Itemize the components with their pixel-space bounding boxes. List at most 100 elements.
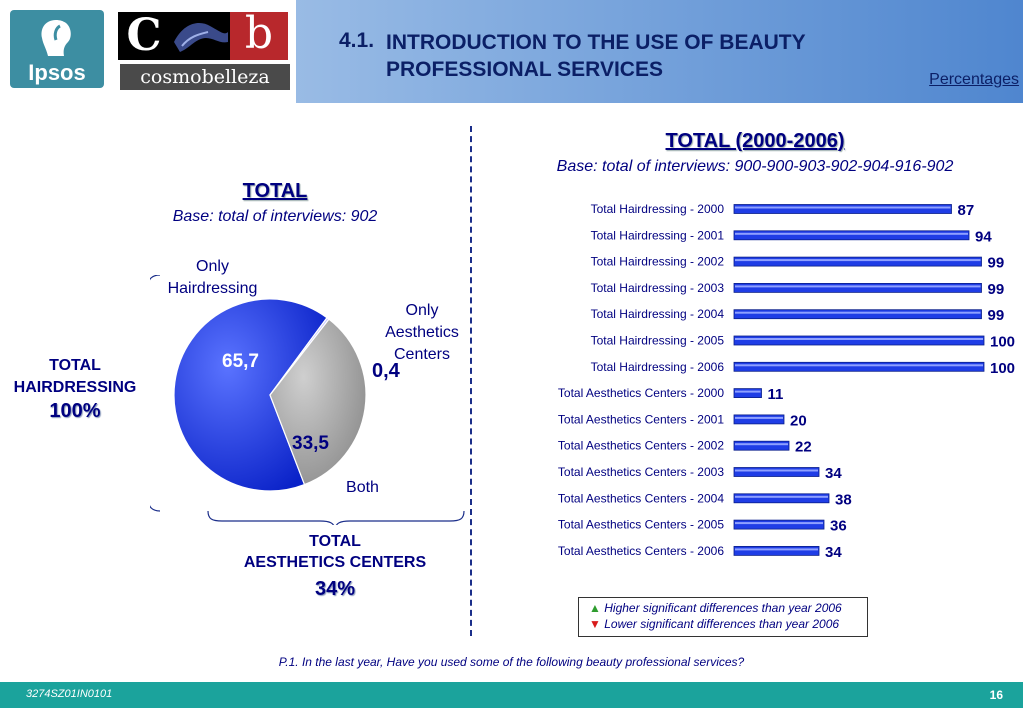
bar-highlight — [735, 285, 981, 288]
bar-highlight — [735, 364, 983, 367]
total-hairdressing-value: 100% — [49, 400, 101, 422]
slice-label-both: Both — [346, 479, 379, 496]
bar-chart: Total Hairdressing - 2000 87 Total Hairdre… — [558, 202, 1015, 561]
pie-chart-title: TOTAL — [242, 180, 308, 202]
bar-chart-subtitle: Base: total of interviews: 900-900-903-9… — [556, 158, 954, 175]
bar-highlight — [735, 469, 818, 472]
bar — [733, 519, 825, 530]
ipsos-logo-text: Ipsos — [28, 60, 86, 85]
cosmobelleza-b-tile: b — [230, 12, 288, 60]
bar-value-label: 99 — [988, 255, 1005, 272]
slice-value-both: 33,5 — [292, 433, 329, 454]
bar — [733, 493, 830, 504]
bar — [733, 309, 982, 320]
bar-category-label: Total Hairdressing - 2000 — [591, 202, 725, 216]
logo-area: Ipsos C b cosmobelleza — [0, 0, 296, 103]
bar-value-label: 99 — [988, 307, 1005, 324]
bar-category-label: Total Aesthetics Centers - 2005 — [558, 518, 724, 532]
bar-category-label: Total Aesthetics Centers - 2001 — [558, 412, 724, 426]
legend-lower-text: Lower significant differences than year … — [604, 617, 840, 631]
bar-value-label: 99 — [988, 281, 1005, 298]
bar — [733, 230, 970, 241]
bar-category-label: Total Aesthetics Centers - 2000 — [558, 386, 724, 400]
bar-chart-title: TOTAL (2000-2006) — [665, 130, 845, 152]
question-note: P.1. In the last year, Have you used som… — [0, 655, 1023, 669]
bar — [733, 388, 762, 399]
legend-higher-text: Higher significant differences than year… — [604, 601, 842, 615]
section-divider — [470, 126, 472, 636]
bar-value-label: 100 — [990, 334, 1015, 351]
bar-value-label: 11 — [768, 386, 784, 403]
head-silhouette-icon — [41, 20, 71, 56]
bar-highlight — [735, 390, 761, 393]
cosmobelleza-c-tile: C — [118, 12, 170, 60]
ipsos-logo: Ipsos — [10, 10, 104, 88]
bar-category-label: Total Aesthetics Centers - 2006 — [558, 544, 724, 558]
pie-chart-subtitle: Base: total of interviews: 902 — [172, 208, 378, 225]
bar-category-label: Total Aesthetics Centers - 2004 — [558, 491, 724, 505]
page-title: INTRODUCTION TO THE USE OF BEAUTY PROFES… — [386, 31, 806, 81]
total-aesthetics-value: 34% — [314, 578, 356, 600]
slice-value-only-aesthetics: 0,4 — [372, 360, 400, 382]
bar-highlight — [735, 416, 783, 419]
total-hairdressing-label: TOTAL HAIRDRESSING — [13, 357, 137, 396]
bar-category-label: Total Hairdressing - 2001 — [591, 228, 725, 242]
bar-category-label: Total Aesthetics Centers - 2003 — [558, 465, 724, 479]
bar-value-label: 20 — [790, 412, 807, 429]
bar-value-label: 22 — [795, 439, 812, 456]
bar-value-label: 94 — [975, 228, 992, 245]
question-number: P.1. — [278, 655, 299, 669]
bar — [733, 440, 790, 451]
bar-value-label: 38 — [835, 491, 852, 508]
bar — [733, 256, 982, 267]
bar-highlight — [735, 311, 981, 314]
bar-highlight — [735, 259, 981, 262]
question-text: In the last year, Have you used some of … — [301, 655, 745, 669]
bar-category-label: Total Hairdressing - 2003 — [591, 281, 725, 295]
bar — [733, 335, 985, 346]
bar-highlight — [735, 495, 828, 498]
legend-lower-item: ▼ Lower significant differences than yea… — [589, 617, 839, 631]
bar-highlight — [735, 338, 983, 340]
bar-value-label: 100 — [990, 360, 1015, 377]
hair-figure-icon — [174, 23, 228, 52]
hairdressing-brace — [150, 275, 161, 512]
header-banner: Ipsos C b cosmobelleza 4.1. INTRODUCTION… — [0, 0, 1023, 103]
bar — [733, 283, 982, 293]
bar — [733, 467, 820, 477]
bar-category-label: Total Hairdressing - 2002 — [591, 255, 725, 269]
bar — [733, 545, 820, 556]
cosmobelleza-wordmark: cosmobelleza — [120, 64, 290, 90]
section-number: 4.1. — [339, 29, 375, 52]
bar — [733, 414, 785, 425]
bar-value-label: 87 — [958, 202, 975, 219]
bar-value-label: 34 — [825, 465, 842, 482]
slice-label-only-aesthetics: Only Aesthetics Centers — [385, 302, 459, 363]
aesthetics-brace — [207, 510, 465, 525]
pie-slice-both — [269, 318, 367, 486]
slice-value-only-hairdressing: 65,7 — [222, 351, 259, 372]
bar — [733, 204, 952, 214]
percentages-link[interactable]: Percentages — [929, 71, 1019, 88]
triangle-up-icon: ▲ — [589, 601, 601, 615]
bar-value-label: 34 — [825, 544, 842, 561]
bar-value-label: 36 — [830, 518, 847, 535]
significance-legend: ▲ Higher significant differences than ye… — [578, 597, 868, 637]
bar-highlight — [735, 548, 818, 551]
bar-highlight — [735, 232, 968, 235]
bar-highlight — [735, 522, 823, 525]
total-aesthetics-label-line1: TOTAL — [309, 533, 361, 550]
bar-category-label: Total Hairdressing - 2005 — [591, 334, 725, 348]
bar-category-label: Total Aesthetics Centers - 2002 — [558, 439, 724, 453]
bar-highlight — [735, 443, 788, 446]
bar — [733, 361, 985, 372]
legend-higher-item: ▲ Higher significant differences than ye… — [589, 601, 842, 615]
page-number: 16 — [989, 688, 1003, 702]
triangle-down-icon: ▼ — [589, 617, 601, 631]
bar-category-label: Total Hairdressing - 2006 — [591, 360, 725, 374]
bar-highlight — [735, 206, 951, 209]
pie-chart — [150, 275, 465, 525]
pie-slice-only-hairdressing — [173, 298, 328, 492]
footer-bar: 3274SZ01IN0101 16 — [0, 682, 1023, 708]
cosmobelleza-image-tile — [170, 12, 230, 60]
